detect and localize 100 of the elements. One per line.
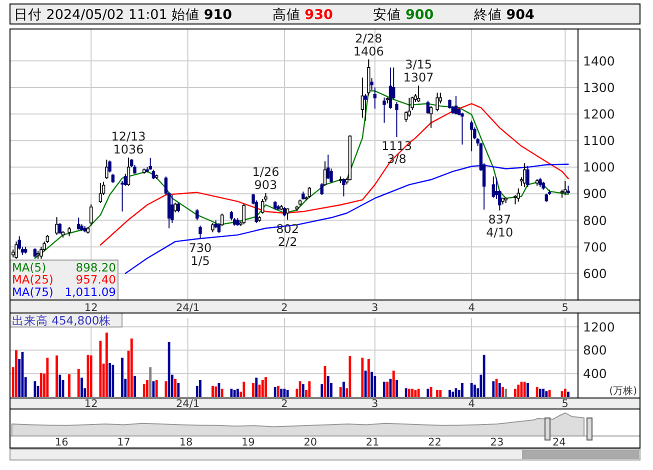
bar [230, 388, 233, 397]
candlestick [196, 208, 199, 221]
x-tick-label: 3 [372, 302, 378, 314]
candlestick [429, 106, 433, 128]
x-tick-label: 17 [117, 436, 130, 448]
candlestick [395, 102, 398, 138]
candlestick [516, 188, 520, 202]
x-tick-label: 12 [84, 302, 98, 314]
bar [502, 387, 504, 397]
bar [542, 388, 545, 397]
candlestick [416, 85, 420, 103]
candlestick [148, 157, 152, 170]
chart-title: 日付 2024/05/02 11:01 始値 910 高値 930 安値 900 終値 904 [14, 7, 534, 23]
text: MA(25) [12, 272, 54, 287]
bar [392, 370, 395, 397]
bar [302, 384, 304, 397]
bar [212, 386, 214, 397]
bar [58, 374, 62, 397]
candlestick [388, 67, 392, 110]
bar [242, 382, 246, 397]
candlestick [105, 159, 108, 180]
annotation: 2/28 1406 [353, 31, 384, 58]
candlestick [454, 95, 458, 116]
y-tick-label: 700 [583, 239, 607, 254]
annotation: 957.40 [76, 272, 116, 287]
bar [367, 358, 370, 397]
candlestick [68, 226, 71, 237]
candlestick [326, 154, 330, 180]
candlestick [174, 202, 177, 213]
bar [274, 387, 276, 397]
bar [436, 390, 438, 397]
bar [146, 380, 148, 397]
bar [342, 382, 345, 397]
bar [482, 354, 486, 397]
bar [40, 373, 42, 397]
bar [90, 355, 92, 397]
candlestick [111, 173, 115, 184]
candlestick [320, 182, 324, 196]
candlestick [176, 202, 180, 213]
bar [339, 387, 342, 397]
bar [404, 388, 408, 397]
candlestick [198, 225, 202, 240]
bar [233, 390, 236, 397]
candlestick [220, 213, 224, 227]
candlestick [211, 222, 214, 233]
bar [539, 388, 542, 397]
candlestick [492, 176, 496, 198]
candlestick [436, 92, 439, 112]
candlestick [55, 216, 58, 236]
candlestick [14, 241, 18, 260]
bar [439, 390, 442, 397]
annotation: 730 1/5 [188, 240, 212, 268]
x-tick-label: 5 [562, 398, 568, 410]
candlestick [526, 165, 530, 188]
x-tick-label: 22 [428, 436, 442, 448]
bar [214, 386, 218, 397]
bar [236, 388, 239, 397]
candlestick [538, 177, 542, 188]
bar [448, 390, 451, 397]
x-tick-label: 12 [84, 398, 98, 410]
bar [112, 364, 114, 397]
bar [417, 388, 420, 397]
bar [414, 390, 417, 397]
bar [155, 380, 158, 397]
candlestick [470, 120, 474, 152]
bar [408, 388, 410, 397]
x-tick-label: 24 [552, 436, 566, 448]
bar [277, 386, 280, 397]
bar [121, 358, 124, 397]
y-tick-label: 800 [583, 212, 607, 228]
bar [261, 380, 264, 397]
x-tick-label: 18 [179, 436, 193, 448]
candlestick [120, 180, 124, 212]
bar [452, 392, 454, 397]
bar [280, 388, 283, 397]
bar [326, 376, 330, 397]
bar [564, 388, 566, 397]
bar [105, 332, 108, 397]
y-tick-label: 900 [583, 186, 607, 202]
bar [308, 381, 311, 397]
candlestick [360, 77, 364, 118]
bar [264, 377, 267, 397]
candlestick [373, 86, 376, 110]
x-tick-label: 5 [562, 302, 568, 314]
candlestick [126, 157, 130, 186]
bar [220, 388, 224, 397]
bar [396, 380, 398, 397]
bar [374, 376, 376, 397]
candlestick [370, 78, 374, 91]
candlestick [33, 248, 37, 258]
y-tick-label: 400 [583, 366, 607, 382]
candlestick [217, 222, 221, 234]
bar [548, 390, 551, 397]
bar [77, 368, 80, 397]
y-tick-label: 1300 [583, 80, 615, 95]
bar [46, 358, 49, 397]
y-tick-label: 1400 [583, 53, 615, 68]
chart-title: 出来高 454,800株 [12, 314, 112, 328]
x-tick-label: 2 [281, 398, 288, 410]
bar [498, 382, 501, 397]
